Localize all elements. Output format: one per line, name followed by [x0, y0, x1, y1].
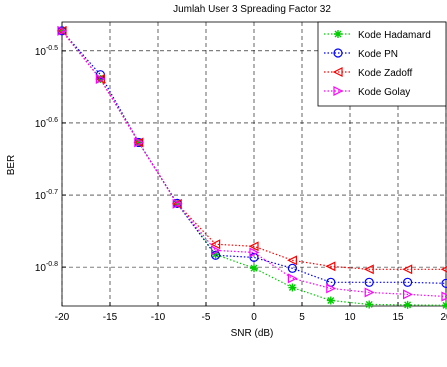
- x-tick-label: 15: [392, 312, 404, 323]
- marker: [363, 264, 374, 275]
- marker: [287, 263, 297, 273]
- marker: [249, 247, 260, 258]
- marker: [326, 296, 335, 305]
- y-axis-label: BER: [6, 155, 17, 176]
- marker: [441, 278, 447, 288]
- y-tick-label: 10-0.8: [35, 261, 58, 274]
- marker: [365, 300, 374, 309]
- x-tick-label: -20: [55, 312, 70, 323]
- marker: [288, 283, 297, 292]
- marker: [325, 261, 336, 272]
- marker: [403, 277, 413, 287]
- marker: [211, 245, 221, 256]
- legend-label: Kode Zadoff: [358, 68, 413, 79]
- marker: [287, 273, 298, 284]
- y-tick-label: 10-0.6: [35, 117, 58, 130]
- marker: [248, 241, 259, 252]
- x-tick-label: -15: [103, 312, 118, 323]
- marker: [364, 287, 375, 298]
- marker: [403, 289, 413, 300]
- legend-marker: [333, 48, 343, 58]
- marker: [402, 264, 413, 275]
- legend-label: Kode Golay: [358, 87, 410, 98]
- x-tick-label: -10: [151, 312, 166, 323]
- marker: [326, 283, 337, 294]
- marker: [440, 266, 447, 273]
- marker: [211, 250, 221, 260]
- x-axis-label: SNR (dB): [231, 328, 274, 339]
- marker: [173, 199, 182, 208]
- series-line: [61, 30, 446, 270]
- legend-label: Kode Hadamard: [358, 30, 431, 41]
- plot-frame: [61, 21, 447, 307]
- marker: [172, 198, 183, 209]
- marker: [364, 277, 374, 287]
- marker: [57, 25, 68, 36]
- marker: [287, 255, 297, 266]
- marker: [403, 300, 412, 309]
- legend-label: Kode PN: [358, 49, 398, 60]
- marker: [250, 264, 258, 273]
- marker: [249, 252, 259, 263]
- x-tick-label: 5: [299, 312, 305, 323]
- legend-marker: [333, 86, 344, 96]
- x-tick-label: 10: [344, 312, 356, 323]
- marker: [442, 301, 447, 310]
- marker: [134, 138, 143, 147]
- x-tick-label: 20: [440, 312, 447, 323]
- legend-marker: [334, 30, 342, 38]
- y-tick-label: 10-0.5: [35, 45, 58, 58]
- x-tick-label: -5: [202, 312, 211, 323]
- legend-marker: [332, 67, 343, 77]
- chart-title: Jumlah User 3 Spreading Factor 32: [173, 4, 331, 15]
- marker: [95, 74, 106, 84]
- x-tick-label: 0: [251, 312, 257, 323]
- marker: [211, 250, 220, 259]
- marker: [441, 291, 447, 302]
- y-tick-label: 10-0.7: [35, 189, 58, 202]
- marker: [134, 137, 145, 148]
- marker: [210, 239, 221, 250]
